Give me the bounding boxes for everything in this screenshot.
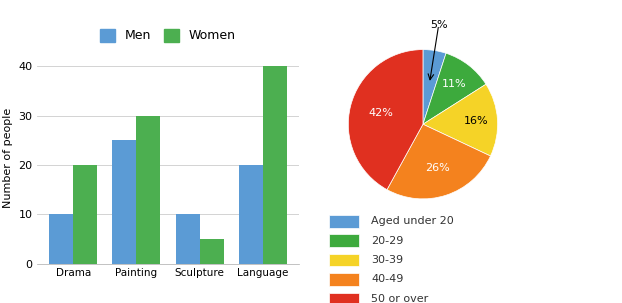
FancyBboxPatch shape	[330, 215, 360, 228]
Bar	[200, 239, 223, 264]
FancyBboxPatch shape	[330, 273, 360, 286]
Text: 40-49: 40-49	[371, 275, 404, 285]
Bar	[262, 66, 287, 264]
Text: 42%: 42%	[369, 108, 394, 118]
Wedge shape	[423, 50, 446, 124]
Wedge shape	[348, 50, 423, 190]
Text: 20-29: 20-29	[371, 236, 404, 246]
Bar	[73, 165, 97, 264]
FancyBboxPatch shape	[330, 234, 360, 247]
Bar	[113, 140, 136, 264]
Wedge shape	[423, 84, 498, 156]
Wedge shape	[423, 53, 486, 124]
FancyBboxPatch shape	[330, 254, 360, 266]
Bar	[175, 214, 200, 264]
Text: 30-39: 30-39	[371, 255, 403, 265]
Text: 11%: 11%	[442, 79, 466, 89]
Y-axis label: Number of people: Number of people	[2, 108, 13, 208]
Text: 16%: 16%	[464, 116, 489, 126]
Text: Aged under 20: Aged under 20	[371, 216, 454, 226]
FancyBboxPatch shape	[330, 293, 360, 303]
Bar	[136, 116, 160, 264]
Bar	[239, 165, 262, 264]
Text: 26%: 26%	[425, 163, 450, 173]
Text: 50 or over: 50 or over	[371, 294, 429, 303]
Legend: Men, Women: Men, Women	[95, 24, 241, 48]
Text: 5%: 5%	[430, 20, 448, 30]
Bar	[49, 214, 73, 264]
Wedge shape	[387, 124, 491, 199]
